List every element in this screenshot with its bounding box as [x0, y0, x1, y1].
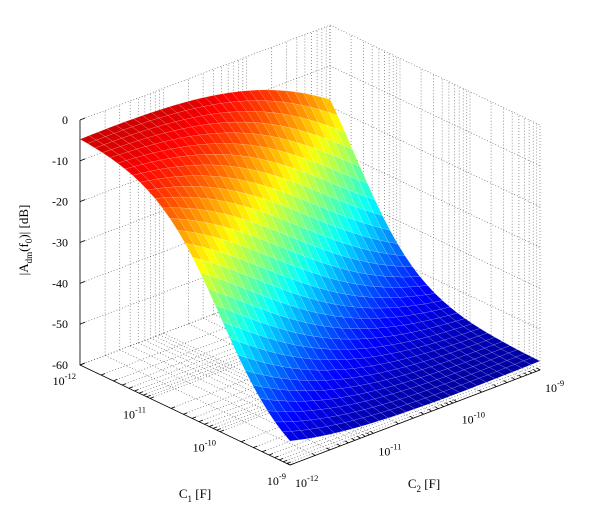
surface-layer — [79, 89, 541, 442]
x-axis-line — [79, 364, 291, 466]
x-tick-mark — [219, 429, 225, 433]
y-tick-mark — [395, 421, 399, 425]
x-tick-label: 10-11 — [123, 404, 146, 421]
y-tick-label: 10-11 — [378, 441, 401, 458]
y-tick-mark — [311, 453, 316, 456]
y-tick-mark — [536, 367, 541, 371]
x-tick-mark — [216, 428, 221, 431]
y-tick-mark — [493, 384, 497, 387]
y-tick-mark — [362, 434, 366, 437]
y-tick-mark — [434, 406, 439, 410]
z-tick-label: 0 — [62, 113, 68, 127]
y-tick-mark — [357, 435, 361, 439]
y-tick-mark — [453, 399, 457, 402]
z-tick-label: -50 — [52, 317, 68, 331]
x-axis-label: C1 [F] — [179, 486, 211, 504]
y-tick-mark — [532, 369, 537, 372]
x-tick-mark — [213, 426, 218, 429]
y-tick-mark — [420, 411, 424, 415]
x-tick-mark — [209, 424, 214, 427]
y-tick-mark — [440, 404, 444, 407]
y-tick-mark — [478, 389, 482, 393]
z-tick-label: -20 — [52, 195, 68, 209]
y-tick-mark — [503, 380, 508, 383]
x-tick-mark — [139, 391, 144, 394]
x-tick-mark — [283, 459, 288, 463]
x-tick-mark — [268, 453, 274, 456]
y-tick-mark — [511, 377, 516, 380]
y-tick-mark — [351, 438, 356, 441]
y-tick-label: 10-9 — [545, 378, 564, 395]
floor-grid-line — [286, 368, 537, 464]
tick-layer — [79, 117, 541, 466]
x-tick-mark — [113, 379, 118, 382]
x-tick-mark — [170, 406, 176, 409]
y-axis-line — [289, 369, 541, 466]
x-tick-mark — [253, 445, 258, 448]
z-tick-label: -10 — [52, 154, 68, 168]
y-tick-mark — [449, 400, 454, 404]
z-tick-label: -40 — [52, 276, 68, 290]
z-tick-mark — [79, 240, 86, 243]
x-tick-mark — [149, 396, 155, 399]
x-tick-mark — [279, 457, 284, 461]
x-tick-label: 10-10 — [193, 438, 216, 455]
y-tick-mark — [345, 440, 349, 444]
x-tick-mark — [128, 386, 134, 389]
x-tick-mark — [289, 463, 295, 466]
x-tick-mark — [198, 419, 204, 423]
x-tick-mark — [262, 449, 267, 453]
y-tick-mark — [409, 415, 414, 419]
z-axis-label: |Adm(f0)| [dB] — [16, 205, 34, 276]
x-tick-mark — [122, 383, 127, 386]
y-tick-label: 10-12 — [295, 473, 318, 490]
x-tick-mark — [146, 394, 151, 398]
x-tick-mark — [143, 393, 148, 396]
back-wall-grid-line — [79, 65, 331, 162]
y-tick-mark — [336, 443, 341, 447]
floor-grid-line — [283, 366, 534, 463]
x-tick-mark — [240, 439, 246, 443]
x-tick-label: 10-9 — [267, 471, 286, 488]
x-tick-mark — [204, 422, 209, 425]
x-tick-mark — [286, 461, 291, 464]
y-tick-mark — [445, 402, 449, 406]
back-wall-grid-line — [79, 24, 331, 121]
y-tick-mark — [428, 408, 432, 412]
x-tick-mark — [192, 416, 197, 419]
z-tick-mark — [79, 117, 86, 121]
y-tick-mark — [523, 372, 528, 376]
y-tick-mark — [528, 370, 533, 374]
x-tick-label: 10-12 — [53, 371, 76, 388]
z-tick-mark — [79, 199, 86, 203]
y-tick-mark — [518, 374, 522, 378]
z-tick-mark — [79, 158, 86, 162]
x-tick-mark — [183, 412, 188, 415]
y-tick-mark — [370, 431, 374, 434]
surface-patch — [282, 431, 300, 442]
y-axis-label: C2 [F] — [408, 476, 440, 494]
z-tick-label: -60 — [52, 358, 68, 372]
z-tick-mark — [79, 362, 86, 366]
x-tick-mark — [274, 455, 279, 458]
y-tick-mark — [366, 432, 370, 436]
x-tick-mark — [134, 389, 139, 392]
y-tick-label: 10-10 — [462, 410, 485, 427]
side-wall-grid-line — [329, 24, 541, 126]
x-tick-mark — [100, 373, 106, 376]
z-tick-mark — [79, 280, 86, 284]
y-tick-mark — [326, 447, 330, 451]
z-tick-mark — [79, 321, 86, 325]
side-wall-grid-line — [329, 65, 541, 167]
z-tick-label: -30 — [52, 236, 68, 250]
